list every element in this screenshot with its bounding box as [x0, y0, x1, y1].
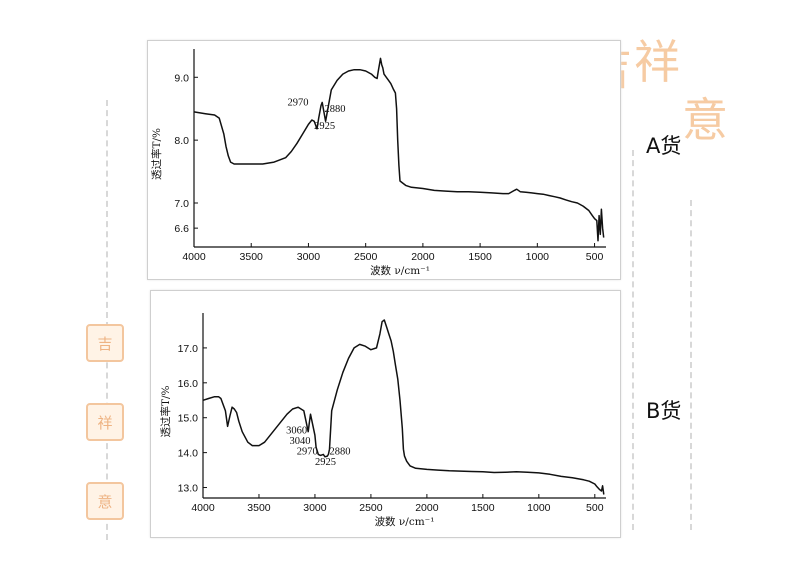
dashed-guide-mid [632, 150, 634, 530]
series-line-B货 [202, 319, 605, 495]
x-axis-title: 波数 ν/cm⁻¹ [375, 515, 435, 528]
x-tick-label: 2000 [415, 502, 439, 514]
y-tick-label: 7.0 [174, 198, 189, 210]
peak-annotation: 3040 [289, 436, 310, 447]
seal-stamp: 意 [86, 482, 124, 520]
x-tick-label: 1000 [527, 502, 551, 514]
panel-label-a: A货 [646, 134, 682, 158]
seal-stamp: 祥 [86, 403, 124, 441]
x-tick-label: 2500 [359, 502, 383, 514]
x-tick-label: 500 [586, 502, 604, 514]
y-tick-label: 16.0 [178, 378, 199, 390]
y-tick-label: 14.0 [178, 448, 199, 460]
peak-annotation: 2925 [314, 121, 335, 132]
y-tick-label: 17.0 [178, 343, 199, 355]
seal-stamp: 吉 [86, 324, 124, 362]
x-tick-label: 3000 [297, 251, 321, 263]
x-tick-label: 4000 [182, 251, 206, 263]
logo-char-3: 意 [682, 93, 728, 147]
y-tick-label: 13.0 [178, 483, 199, 495]
spectrum-chart-a: 4000 3500 3000 2500 2000 1500 1000 500 6.6 7.0 8.0… [150, 49, 606, 277]
x-tick-label: 1000 [526, 251, 550, 263]
y-axis-title: 透过率T/% [159, 385, 172, 437]
x-tick-label: 4000 [191, 502, 215, 514]
x-tick-label: 3500 [247, 502, 271, 514]
x-tick-label: 1500 [471, 502, 495, 514]
spectrum-chart-b: 4000 3500 3000 2500 2000 1500 1000 500 13.0 14.0 1… [159, 313, 606, 528]
dashed-guide-right [690, 200, 692, 530]
peak-annotation: 2880 [329, 446, 350, 457]
peak-annotation: 2925 [315, 457, 336, 468]
peak-annotation: 2970 [287, 98, 308, 109]
y-axis-title: 透过率T/% [150, 128, 163, 180]
x-tick-label: 500 [586, 251, 604, 263]
x-tick-label: 1500 [468, 251, 492, 263]
x-tick-label: 3500 [240, 251, 264, 263]
peak-annotation: 2880 [324, 104, 345, 115]
y-tick-label: 15.0 [178, 413, 199, 425]
dashed-guide-left [106, 100, 108, 540]
logo-char-2: 祥 [634, 35, 680, 89]
x-tick-label: 2500 [354, 251, 378, 263]
x-axis-title: 波数 ν/cm⁻¹ [370, 264, 430, 277]
panel-label-b: B货 [646, 399, 682, 423]
y-tick-label: 8.0 [174, 135, 189, 147]
chart-panel-a: 4000 3500 3000 2500 2000 1500 1000 500 6.6 7.0 8.0… [147, 40, 621, 280]
peak-annotation: 3060 [286, 425, 307, 436]
x-tick-label: 3000 [303, 502, 327, 514]
peak-annotation: 2970 [297, 446, 318, 457]
x-tick-label: 2000 [411, 251, 435, 263]
series-line-A货 [193, 57, 605, 242]
y-tick-label: 9.0 [174, 72, 189, 84]
y-tick-label: 6.6 [174, 223, 189, 235]
chart-panel-b: 4000 3500 3000 2500 2000 1500 1000 500 13.0 14.0 1… [150, 290, 621, 538]
